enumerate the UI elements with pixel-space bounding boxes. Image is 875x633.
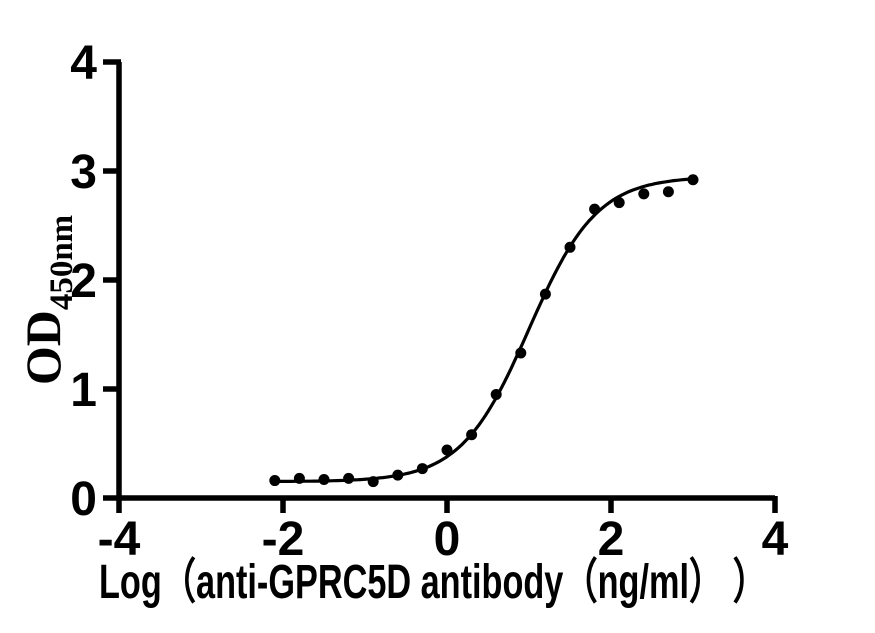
data-point	[441, 444, 453, 456]
y-tick-label: 1	[70, 364, 97, 417]
axes	[116, 62, 775, 501]
y-axis-label-main: OD	[15, 310, 71, 385]
data-point	[269, 475, 281, 487]
data-point	[466, 429, 478, 441]
x-axis-label: Log（anti-GPRC5D antibody（ng/ml） ）	[99, 556, 767, 609]
data-point	[539, 288, 551, 300]
x-tick-label: 0	[434, 513, 461, 566]
data-point	[490, 388, 502, 400]
y-tick-label: 2	[70, 255, 97, 308]
fit-curve	[273, 177, 693, 484]
data-point	[515, 347, 527, 359]
axis-tick-labels: -4 -2 0 2 4 0 1 2 3 4	[70, 37, 788, 566]
data-point	[392, 469, 404, 481]
data-point	[343, 472, 355, 484]
data-point	[662, 186, 674, 198]
y-tick-label: 0	[70, 473, 97, 526]
data-point	[638, 188, 650, 200]
data-point	[367, 476, 379, 488]
x-tick-label: 2	[598, 513, 625, 566]
data-point	[687, 174, 699, 186]
y-tick-label: 3	[70, 146, 97, 199]
data-point	[318, 473, 330, 485]
y-axis-label: OD450nm	[15, 215, 80, 385]
data-point	[564, 241, 576, 253]
data-points-group	[269, 174, 699, 488]
x-tick-label: -4	[98, 513, 141, 566]
axis-spines	[116, 62, 775, 501]
x-tick-label: 4	[762, 513, 789, 566]
y-axis-label-subscript: 450nm	[44, 215, 80, 310]
x-tick-label: -2	[262, 513, 305, 566]
data-point	[613, 197, 625, 209]
data-point	[293, 472, 305, 484]
data-point	[416, 463, 428, 475]
data-point	[589, 203, 601, 215]
y-tick-label: 4	[70, 37, 97, 90]
axis-ticks	[103, 59, 778, 513]
fit-curve-group	[273, 177, 693, 484]
